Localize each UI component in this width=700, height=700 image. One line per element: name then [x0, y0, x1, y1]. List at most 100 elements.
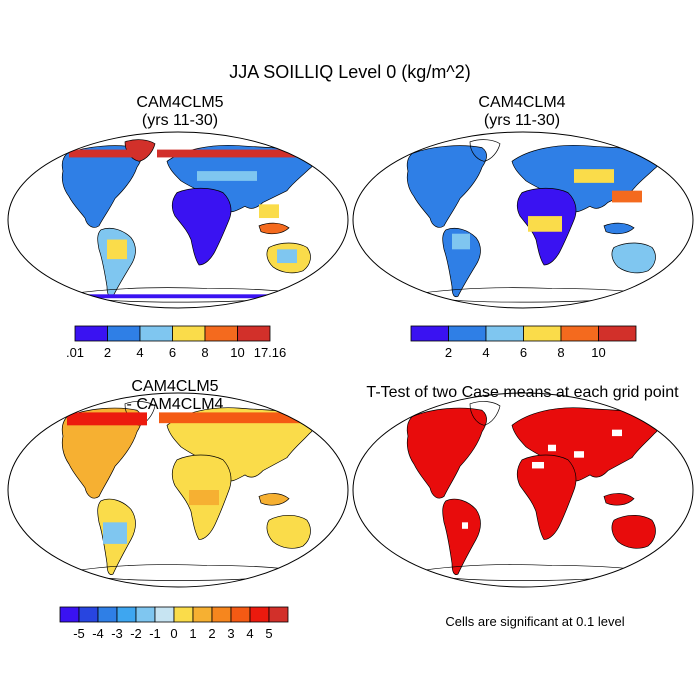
speckle-region: [73, 294, 303, 299]
colorbar-box: [139, 325, 173, 342]
colorbar-box: [78, 606, 99, 623]
colorbar-tick-label: 2: [445, 345, 452, 360]
colorbar-box: [249, 606, 270, 623]
panel-title-line1: CAM4CLM5: [131, 378, 219, 395]
colorbar-box: [410, 325, 449, 342]
colorbar-difference: -5 -4 -3 -2 -1 0 1 2 3 4 5: [59, 606, 289, 641]
continent-australia: [612, 243, 656, 273]
colorbar-box: [204, 325, 238, 342]
continent-indonesia: [604, 493, 634, 505]
map-border: [352, 392, 694, 588]
map-cam4clm5: [7, 131, 349, 309]
colorbar-tick-label: 4: [136, 345, 143, 360]
continent-antarctica: [412, 565, 652, 581]
colorbar-tick-label: 17.16: [254, 345, 287, 360]
map-border: [352, 131, 694, 309]
colorbar-tick-label: .01: [66, 345, 84, 360]
colorbar-box: [268, 606, 289, 623]
colorbar-tick-label: 8: [201, 345, 208, 360]
colorbar-tick-label: -3: [111, 626, 123, 641]
colorbar-box: [485, 325, 524, 342]
speckle-region: [103, 522, 127, 544]
continent-australia: [267, 515, 311, 548]
significance-note: Cells are significant at 0.1 level: [445, 614, 625, 629]
figure-title: JJA SOILLIQ Level 0 (kg/m^2): [229, 62, 471, 82]
colorbar-box: [135, 606, 156, 623]
speckle-region: [277, 249, 297, 264]
colorbar-box: [97, 606, 118, 623]
speckle-region: [462, 522, 468, 529]
continent-indonesia: [259, 493, 289, 505]
colorbar-tick-label: 6: [520, 345, 527, 360]
colorbar-tick-label: 3: [227, 626, 234, 641]
colorbar-box: [192, 606, 213, 623]
speckle-region: [187, 196, 223, 211]
continent-north-america: [407, 146, 486, 228]
colorbar-box: [116, 606, 137, 623]
map-content: [407, 401, 660, 580]
panel-title-ttest: T-Test of two Case means at each grid po…: [366, 384, 679, 401]
panel-title-line2: (yrs 11-30): [483, 112, 561, 129]
colorbar-cam4clm5: .01 2 4 6 8 10 17.16: [66, 325, 286, 360]
speckle-region: [574, 451, 584, 458]
continent-north-america: [62, 146, 141, 228]
colorbar-box: [211, 606, 232, 623]
colorbar-box: [107, 325, 141, 342]
colorbar-box: [523, 325, 562, 342]
colorbar-tick-label: 1: [189, 626, 196, 641]
colorbar-tick-label: 6: [169, 345, 176, 360]
speckle-region: [157, 149, 307, 158]
map-border: [7, 392, 349, 588]
speckle-region: [259, 204, 279, 219]
colorbar-tick-label: 4: [482, 345, 489, 360]
speckle-region: [548, 444, 556, 452]
continent-south-america: [443, 499, 481, 575]
colorbar-tick-label: 10: [591, 345, 605, 360]
panel-title-difference: CAM4CLM5 - CAM4CLM4: [40, 378, 310, 414]
colorbar-tick-label: -2: [130, 626, 142, 641]
speckle-region: [69, 149, 139, 158]
continent-greenland: [470, 140, 500, 162]
colorbar-box: [172, 325, 206, 342]
speckle-region: [532, 461, 544, 469]
map-content: [62, 401, 315, 580]
panel-title-cam4clm5: CAM4CLM5 (yrs 11-30): [50, 94, 310, 130]
speckle-region: [574, 169, 614, 183]
panel-title-line2: (yrs 11-30): [141, 112, 219, 129]
colorbar-tick-label: -5: [73, 626, 85, 641]
speckle-region: [189, 490, 219, 506]
colorbar-tick-label: 2: [208, 626, 215, 641]
continent-antarctica: [67, 565, 307, 581]
panel-title-cam4clm4: CAM4CLM4 (yrs 11-30): [392, 94, 652, 130]
continent-indonesia: [604, 223, 634, 234]
colorbar-box: [448, 325, 487, 342]
continent-greenland: [470, 401, 500, 425]
colorbar-tick-label: 4: [246, 626, 253, 641]
speckle-region: [452, 233, 470, 250]
continent-australia: [612, 515, 656, 548]
colorbar-box: [560, 325, 599, 342]
colorbar-tick-label: 2: [104, 345, 111, 360]
colorbar-cam4clm4: 2 4 6 8 10: [410, 325, 637, 360]
panel-title-line2: - CAM4CLM4: [126, 396, 224, 413]
continent-indonesia: [259, 223, 289, 234]
speckle-region: [528, 216, 562, 232]
colorbar-box: [230, 606, 251, 623]
colorbar-tick-label: 0: [170, 626, 177, 641]
speckle-region: [612, 190, 642, 203]
continent-north-america: [407, 408, 486, 498]
panel-title-line1: CAM4CLM5: [136, 94, 224, 111]
map-ttest: [352, 392, 694, 588]
colorbar-tick-label: -4: [92, 626, 104, 641]
colorbar-tick-label: -1: [149, 626, 161, 641]
speckle-region: [612, 429, 622, 437]
map-border: [7, 131, 349, 309]
colorbar-box: [173, 606, 194, 623]
colorbar-box: [598, 325, 637, 342]
continent-antarctica: [412, 288, 652, 302]
map-difference: [7, 392, 349, 588]
colorbar-box: [237, 325, 271, 342]
colorbar-box: [154, 606, 175, 623]
continent-south-america: [98, 228, 136, 297]
speckle-region: [197, 171, 257, 181]
